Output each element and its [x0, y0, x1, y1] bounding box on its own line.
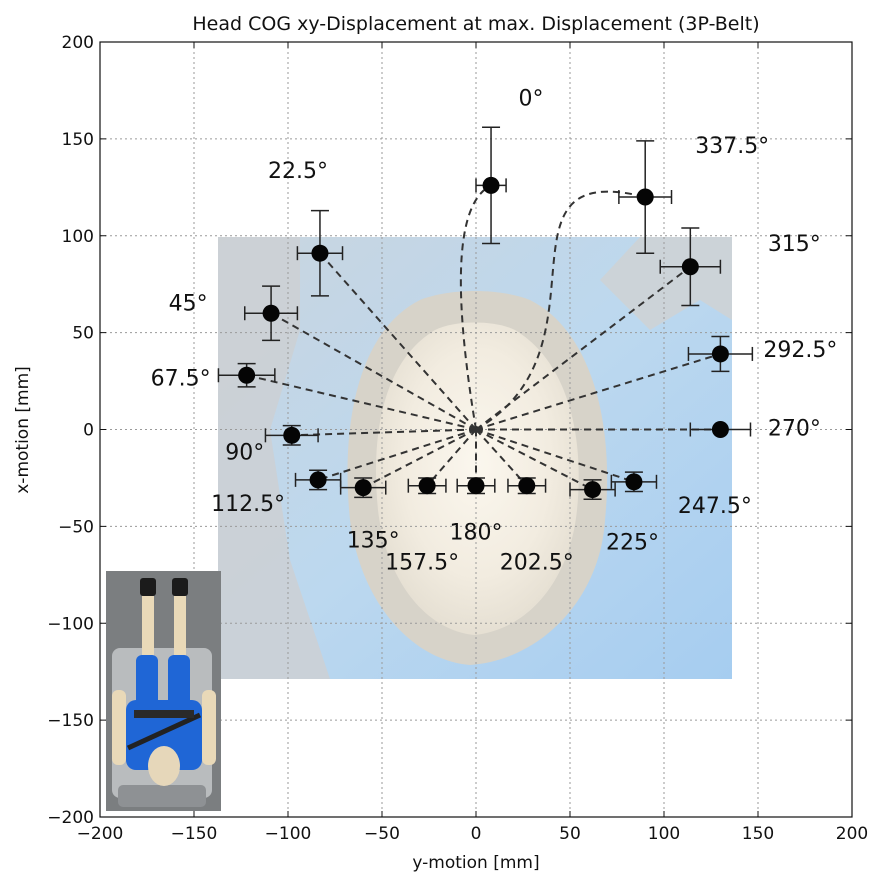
angle-labels: 0° 22.5° 45° 67.5° 90° 112.5° 135°157.5° 180° 20… — [151, 86, 838, 575]
trajectory-curve — [475, 265, 691, 431]
trajectory-curve — [291, 428, 477, 437]
angle-label: 135° — [347, 529, 400, 554]
angle-label: 202.5° — [500, 551, 574, 576]
y-axis-label: x-motion [mm] — [13, 366, 33, 494]
y-tick-label: −50 — [58, 517, 94, 537]
trajectory-curve — [362, 428, 477, 489]
x-tick-label: −150 — [171, 824, 218, 844]
data-point — [584, 481, 602, 499]
y-tick-label: −200 — [47, 808, 94, 828]
y-tick-label: 100 — [62, 227, 94, 247]
trajectory-curve — [270, 312, 477, 431]
y-tick-label: 200 — [62, 33, 94, 53]
trajectory-curve — [246, 374, 477, 431]
trajectory-curves — [246, 184, 721, 491]
angle-label: 45° — [169, 291, 208, 316]
angle-label: 315° — [768, 232, 821, 257]
y-tick-label: 150 — [62, 130, 94, 150]
trajectory-curve — [317, 428, 477, 481]
x-tick-label: −100 — [265, 824, 312, 844]
angle-label: 180° — [450, 521, 503, 546]
data-point — [636, 188, 654, 206]
data-point — [354, 479, 372, 497]
angle-label: 225° — [606, 531, 659, 556]
x-tick-label: 200 — [836, 824, 868, 844]
trajectory-curve — [475, 352, 721, 431]
y-tick-label: 0 — [83, 421, 94, 441]
angle-label: 0° — [519, 86, 544, 111]
data-point — [681, 258, 699, 276]
trajectory-curve — [475, 428, 635, 483]
data-point — [467, 477, 485, 495]
data-point — [309, 471, 327, 489]
x-tick-label: −200 — [77, 824, 124, 844]
x-tick-label: 0 — [471, 824, 482, 844]
x-tick-label: −50 — [364, 824, 400, 844]
angle-label: 90° — [225, 440, 264, 465]
angle-label: 112.5° — [211, 492, 285, 517]
x-tick-label: 50 — [559, 824, 581, 844]
data-point — [482, 176, 500, 194]
angle-label: 22.5° — [268, 159, 328, 184]
data-points — [217, 126, 754, 500]
data-point — [311, 244, 329, 262]
trajectory-curve — [475, 428, 594, 491]
data-point — [283, 426, 301, 444]
angle-label: 247.5° — [678, 494, 752, 519]
trajectory-curve — [426, 428, 477, 487]
data-point — [711, 345, 729, 363]
data-point — [518, 477, 536, 495]
data-point — [238, 366, 256, 384]
axes: −200 −150 −100 −50 0 50 100 150 200 −200 −150 −100 −… — [47, 33, 868, 844]
trajectory-curve — [475, 428, 528, 487]
angle-label: 292.5° — [763, 338, 837, 363]
data-point — [418, 477, 436, 495]
trajectory-curve — [319, 252, 477, 431]
y-tick-label: 50 — [72, 324, 94, 344]
x-axis-label: y-motion [mm] — [412, 853, 539, 873]
trajectory-curve — [459, 184, 492, 430]
data-point — [711, 421, 729, 438]
data-point — [625, 473, 643, 491]
y-tick-label: −150 — [47, 711, 94, 731]
angle-label: 157.5° — [385, 551, 459, 576]
chart-title: Head COG xy-Displacement at max. Displac… — [192, 13, 759, 35]
trajectory-curve — [475, 190, 646, 431]
x-tick-label: 150 — [742, 824, 774, 844]
y-tick-label: −100 — [47, 614, 94, 634]
x-tick-label: 100 — [648, 824, 680, 844]
occupant-inset-image — [106, 571, 221, 811]
data-point — [262, 304, 280, 322]
angle-label: 67.5° — [151, 366, 211, 391]
angle-label: 337.5° — [695, 134, 769, 159]
angle-label: 270° — [768, 417, 821, 442]
